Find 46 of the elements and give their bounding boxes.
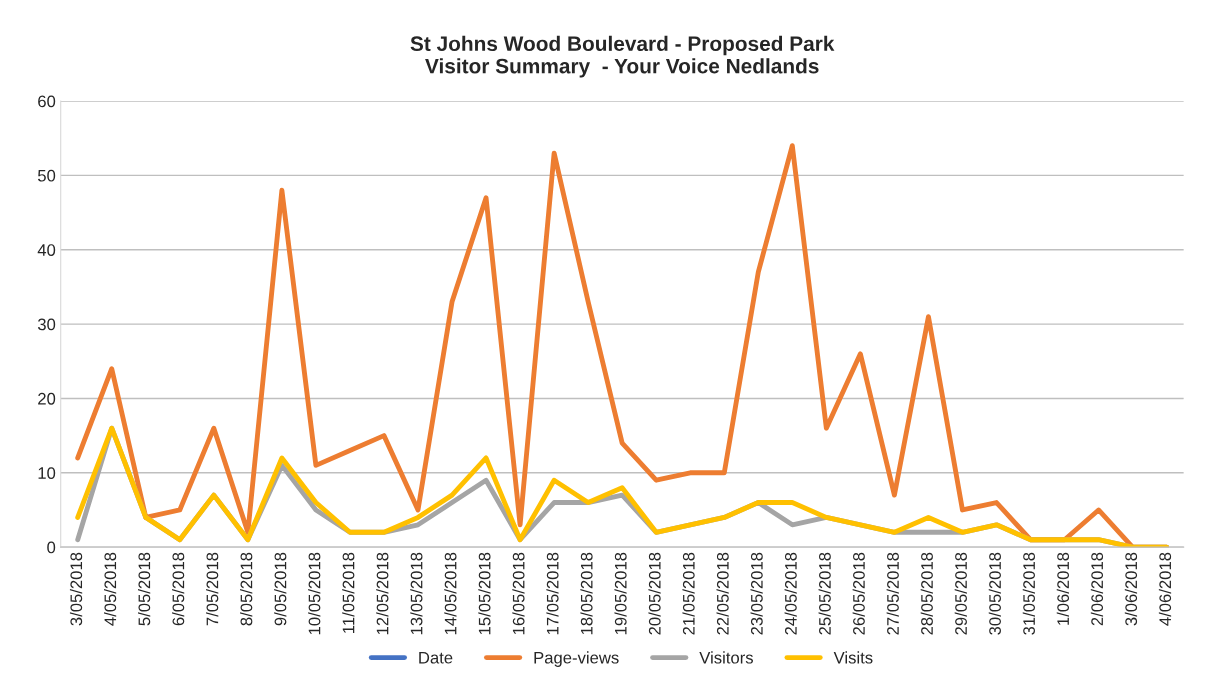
x-tick-label: 4/06/2018: [1158, 552, 1172, 626]
x-tick-label: 20/05/2018: [648, 552, 661, 635]
x-tick-label: 7/05/2018: [206, 552, 219, 626]
x-tick-label: 8/05/2018: [240, 552, 253, 626]
x-tick-label: 24/05/2018: [784, 552, 797, 635]
y-tick-label: 10: [38, 467, 56, 479]
x-tick-label: 17/05/2018: [546, 552, 559, 635]
x-tick-label: 21/05/2018: [682, 552, 695, 635]
x-tick-label: 29/05/2018: [954, 552, 967, 635]
x-tick-label: 3/06/2018: [1124, 552, 1138, 626]
x-tick-label: 26/05/2018: [852, 552, 865, 635]
x-tick-label: 10/05/2018: [308, 552, 321, 635]
x-tick-label: 28/05/2018: [920, 552, 933, 635]
x-tick-label: 12/05/2018: [376, 552, 389, 635]
y-tick-label: 40: [37, 244, 56, 256]
x-tick-label: 1/06/2018: [1056, 552, 1070, 625]
x-tick-label: 18/05/2018: [580, 552, 593, 635]
x-tick-label: 5/05/2018: [138, 552, 151, 626]
legend-label: Visitors: [699, 651, 753, 664]
y-tick-label: 60: [38, 95, 56, 108]
x-tick-label: 2/06/2018: [1090, 552, 1104, 626]
y-tick-label: 0: [47, 541, 56, 554]
x-tick-label: 23/05/2018: [750, 552, 763, 635]
x-tick-label: 9/05/2018: [274, 552, 287, 626]
x-tick-label: 11/05/2018: [342, 552, 355, 633]
x-tick-label: 30/05/2018: [988, 552, 1001, 635]
y-tick-label: 20: [38, 392, 56, 405]
y-tick-label: 50: [37, 169, 56, 182]
x-tick-label: 15/05/2018: [478, 552, 491, 635]
chart-title: St Johns Wood Boulevard - Proposed Park Visitor Summary - Your Voice Nedlands: [410, 35, 835, 78]
legend-label: Page-views: [534, 651, 619, 667]
x-tick-label: 22/05/2018: [716, 552, 729, 635]
y-tick-label: 30: [37, 318, 56, 331]
x-tick-label: 25/05/2018: [818, 552, 831, 635]
x-tick-label: 16/05/2018: [512, 552, 525, 635]
x-tick-label: 31/05/2018: [1022, 552, 1035, 635]
x-tick-label: 6/05/2018: [172, 552, 185, 626]
legend-label: Date: [419, 651, 453, 664]
line-series: [75, 425, 1170, 548]
x-tick-label: 19/05/2018: [614, 552, 627, 635]
x-tick-label: 14/05/2018: [444, 552, 457, 635]
legend-label: Visits: [833, 651, 873, 664]
x-tick-label: 3/05/2018: [69, 552, 83, 626]
x-tick-label: 27/05/2018: [886, 552, 899, 635]
x-tick-label: 13/05/2018: [410, 552, 423, 635]
x-tick-label: 4/05/2018: [103, 552, 117, 626]
